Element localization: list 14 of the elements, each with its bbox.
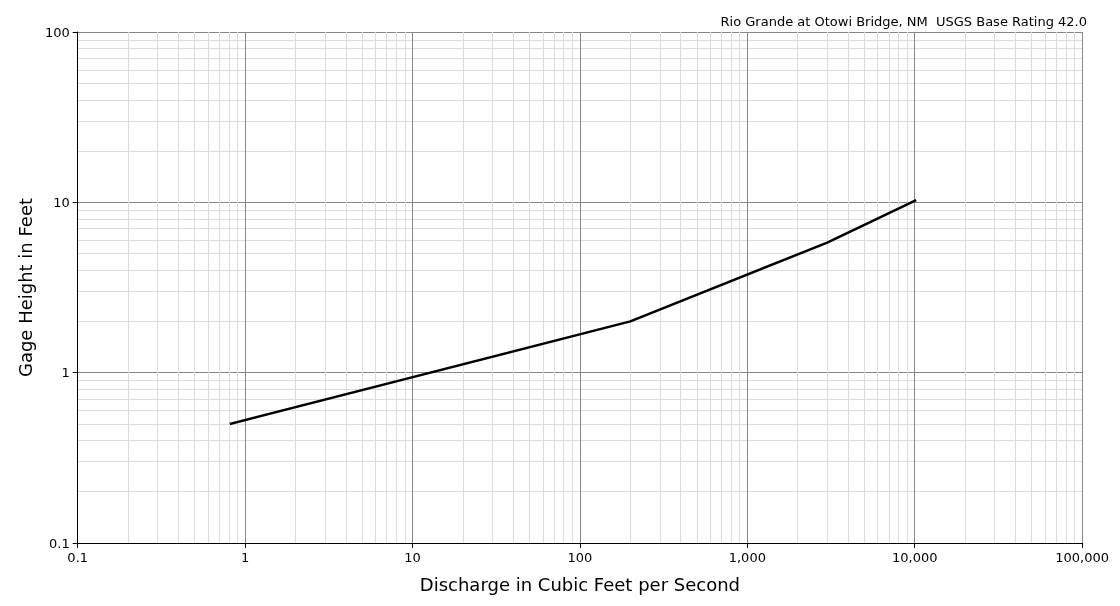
x-tick-label: 1 <box>240 550 250 565</box>
x-tick-label: 100,000 <box>1055 550 1109 565</box>
x-tick-label: 10,000 <box>891 550 938 565</box>
x-tick-label: 1,000 <box>728 550 766 565</box>
y-tick-label: 0.1 <box>49 535 70 551</box>
x-tick-label: 10 <box>404 550 421 565</box>
x-tick-label: 0.1 <box>67 550 89 565</box>
y-tick-label: 100 <box>44 24 70 40</box>
x-tick-label: 100 <box>567 550 593 565</box>
y-tick-label: 1 <box>61 365 70 381</box>
chart-title: Rio Grande at Otowi Bridge, NM USGS Base Rating 42.0 <box>720 14 1088 29</box>
y-axis-title: Gage Height in Feet <box>14 197 36 378</box>
x-axis-title: Discharge in Cubic Feet per Second <box>419 573 741 595</box>
y-tick-label: 10 <box>53 194 70 210</box>
